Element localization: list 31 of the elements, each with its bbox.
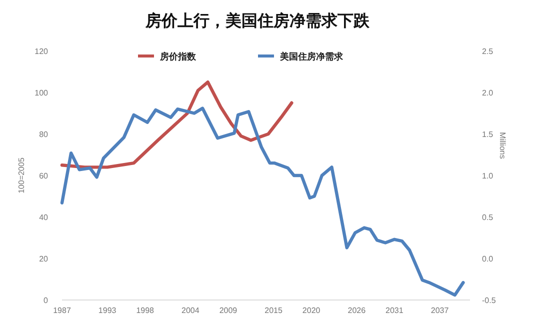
x-tick-label: 2026 <box>348 306 366 315</box>
y2-axis-title: Millions <box>498 132 507 159</box>
line-series <box>60 106 465 297</box>
y2-tick-label: -0.5 <box>482 296 496 305</box>
legend-label: 美国住房净需求 <box>279 52 344 62</box>
line-series <box>60 80 294 169</box>
y2-tick-label: 1.5 <box>482 130 494 139</box>
x-tick-label: 1987 <box>53 306 72 315</box>
x-tick-label: 2015 <box>264 306 284 315</box>
y-tick-label: 20 <box>39 254 49 264</box>
y-tick-label: 80 <box>39 130 49 139</box>
x-tick-label: 1993 <box>98 306 117 315</box>
y-tick-label: 60 <box>39 172 49 180</box>
y2-tick-label: 1.0 <box>482 172 494 180</box>
x-tick-label: 2031 <box>386 306 404 315</box>
x-tick-label: 2009 <box>219 306 238 315</box>
x-tick-label: 2004 <box>182 306 200 315</box>
x-tick-label: 2020 <box>302 306 321 315</box>
x-tick-label: 2037 <box>430 306 450 315</box>
y-tick-label: 120 <box>34 47 49 56</box>
y2-tick-label: 2.0 <box>482 88 494 98</box>
y-tick-label: 40 <box>39 213 49 222</box>
legend-label: 房价指数 <box>159 52 197 62</box>
y2-tick-label: 0.5 <box>482 213 494 222</box>
y2-tick-label: 0.0 <box>482 254 494 264</box>
x-tick-label: 1998 <box>136 306 155 315</box>
chart-title: 房价上行，美国住房净需求下跌 <box>144 11 370 30</box>
y-tick-label: 0 <box>44 296 49 305</box>
y2-tick-label: 2.5 <box>482 47 494 56</box>
y-tick-label: 100 <box>34 88 49 98</box>
y-axis-title: 100=2005 <box>17 157 26 194</box>
